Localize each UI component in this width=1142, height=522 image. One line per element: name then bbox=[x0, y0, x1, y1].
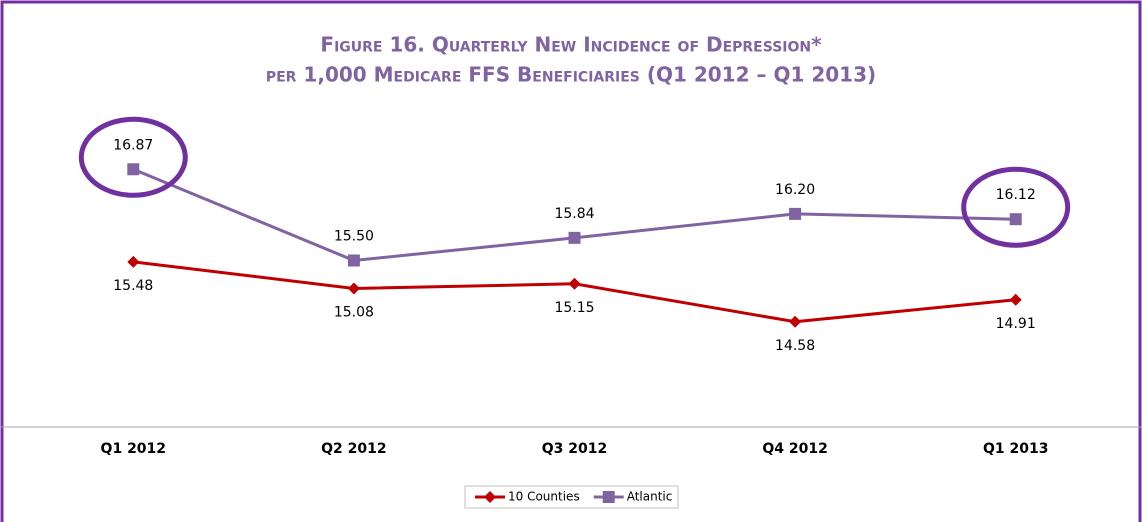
point bbox=[568, 231, 581, 244]
point bbox=[127, 255, 140, 268]
point bbox=[347, 254, 360, 267]
legend-label: 10 Counties bbox=[508, 490, 580, 504]
legend-label: Atlantic bbox=[627, 490, 673, 504]
data-label: 16.87 bbox=[113, 137, 153, 153]
highlight-circle bbox=[78, 116, 188, 198]
chart-title: Figure 16. Quarterly New Incidence of De… bbox=[320, 33, 822, 57]
highlight-circle bbox=[961, 166, 1071, 248]
data-label: 14.91 bbox=[996, 316, 1036, 332]
data-label: 16.20 bbox=[775, 182, 815, 198]
point bbox=[1009, 213, 1022, 226]
data-label: 16.12 bbox=[996, 187, 1036, 203]
data-label: 15.08 bbox=[334, 304, 374, 320]
x-tick-label: Q4 2012 bbox=[762, 441, 827, 457]
point bbox=[568, 277, 581, 290]
data-label: 15.15 bbox=[554, 300, 594, 316]
x-tick-label: Q1 2012 bbox=[101, 441, 166, 457]
x-tick-label: Q1 2013 bbox=[983, 441, 1048, 457]
x-tick-label: Q3 2012 bbox=[542, 441, 607, 457]
point bbox=[1009, 293, 1022, 306]
data-label: 15.84 bbox=[554, 206, 594, 222]
point bbox=[347, 282, 360, 295]
data-label: 15.50 bbox=[334, 229, 374, 245]
data-label: 15.48 bbox=[113, 278, 153, 294]
point bbox=[789, 207, 802, 220]
chart-subtitle: per 1,000 Medicare FFS Beneficiaries (Q1… bbox=[266, 63, 876, 87]
data-label: 14.58 bbox=[775, 338, 815, 354]
legend-marker bbox=[602, 491, 615, 503]
point bbox=[789, 315, 802, 328]
legend-marker bbox=[484, 491, 496, 503]
point bbox=[127, 163, 140, 176]
x-tick-label: Q2 2012 bbox=[321, 441, 386, 457]
legend-box bbox=[464, 485, 679, 509]
